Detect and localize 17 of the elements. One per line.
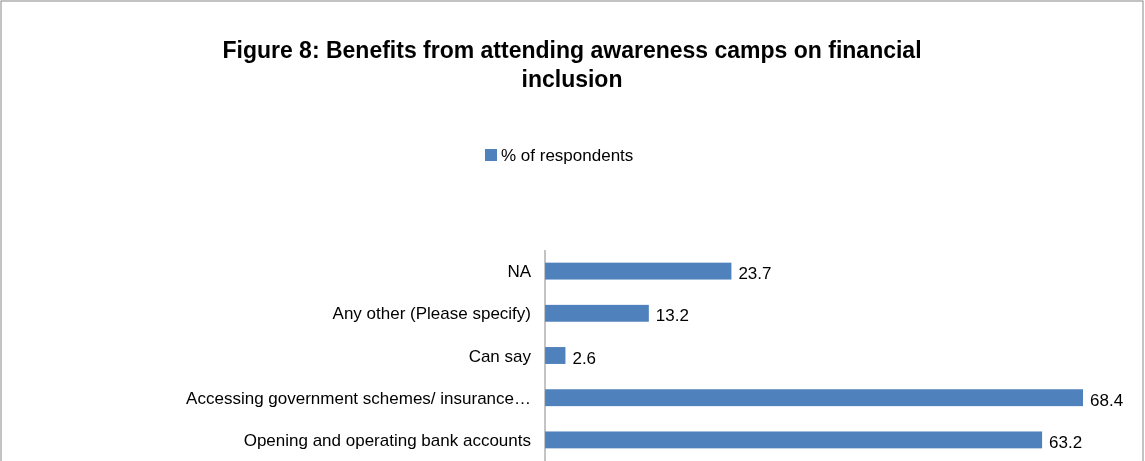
chart-title: Figure 8: Benefits from attending awareness camps on financial inclusion bbox=[222, 37, 922, 92]
y-tick-label: Accessing government schemes/ insurance… bbox=[186, 388, 531, 408]
bar bbox=[545, 389, 1083, 407]
y-tick-label: Opening and operating bank accounts bbox=[243, 430, 531, 450]
bar bbox=[545, 262, 732, 280]
y-tick-label: Can say bbox=[468, 346, 532, 366]
data-label: 63.2 bbox=[1049, 432, 1083, 452]
data-label: 23.7 bbox=[738, 264, 772, 284]
data-label: 13.2 bbox=[655, 306, 689, 326]
data-label: 68.4 bbox=[1090, 390, 1124, 410]
data-label: 2.6 bbox=[572, 348, 597, 368]
bar bbox=[545, 347, 566, 364]
legend-label: % of respondents bbox=[501, 146, 634, 165]
bar bbox=[545, 304, 649, 322]
bar bbox=[545, 431, 1043, 449]
y-tick-label: Any other (Please specify) bbox=[332, 304, 531, 324]
y-tick-label: NA bbox=[507, 262, 532, 282]
